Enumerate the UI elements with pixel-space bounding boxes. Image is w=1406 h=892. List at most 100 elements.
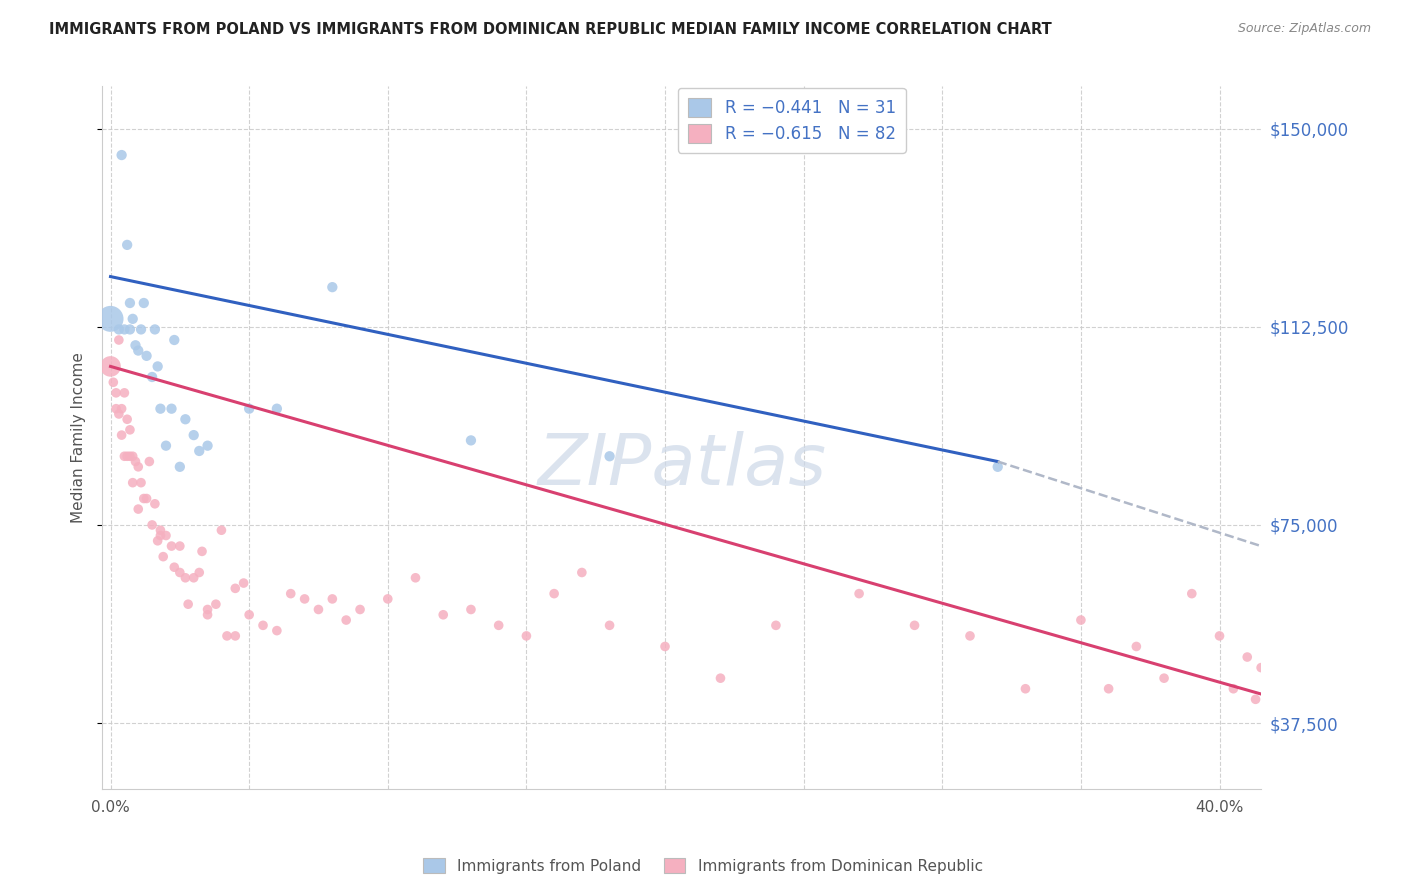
Point [143, 497, 166, 511]
Point [1125, 640, 1147, 654]
Point [108, 333, 131, 347]
Point [1181, 587, 1204, 601]
Point [111, 148, 134, 162]
Point [432, 607, 454, 622]
Point [169, 539, 191, 553]
Point [103, 376, 125, 390]
Point [1244, 692, 1267, 706]
Point [232, 576, 254, 591]
Point [152, 549, 174, 564]
Point [1208, 629, 1230, 643]
Point [112, 449, 135, 463]
Point [115, 238, 138, 252]
Point [765, 618, 787, 632]
Point [266, 401, 288, 416]
Point [1097, 681, 1119, 696]
Point [143, 322, 166, 336]
Point [149, 401, 172, 416]
Point [709, 671, 731, 685]
Point [108, 322, 131, 336]
Point [1250, 660, 1272, 674]
Point [252, 618, 274, 632]
Point [129, 475, 152, 490]
Text: ZIPatlas: ZIPatlas [537, 432, 827, 500]
Point [160, 401, 183, 416]
Point [571, 566, 593, 580]
Point [321, 280, 343, 294]
Point [205, 597, 228, 611]
Y-axis label: Median Family Income: Median Family Income [72, 352, 86, 524]
Point [111, 401, 134, 416]
Point [105, 385, 128, 400]
Point [146, 533, 169, 548]
Point [188, 444, 211, 458]
Point [163, 560, 186, 574]
Point [141, 370, 163, 384]
Point [599, 449, 621, 463]
Point [138, 454, 160, 468]
Point [118, 449, 141, 463]
Point [1070, 613, 1092, 627]
Point [121, 311, 143, 326]
Point [121, 475, 143, 490]
Point [155, 439, 177, 453]
Point [280, 587, 302, 601]
Point [294, 591, 316, 606]
Point [1153, 671, 1175, 685]
Point [1236, 650, 1258, 665]
Point [124, 454, 146, 468]
Point [149, 528, 172, 542]
Point [183, 571, 205, 585]
Point [100, 359, 122, 374]
Point [197, 439, 219, 453]
Point [115, 412, 138, 426]
Point [238, 401, 260, 416]
Point [169, 459, 191, 474]
Point [132, 491, 155, 506]
Point [349, 602, 371, 616]
Point [183, 428, 205, 442]
Point [132, 296, 155, 310]
Point [488, 618, 510, 632]
Point [224, 582, 246, 596]
Point [308, 602, 330, 616]
Point [405, 571, 427, 585]
Point [149, 523, 172, 537]
Point [460, 602, 482, 616]
Point [377, 591, 399, 606]
Text: IMMIGRANTS FROM POLAND VS IMMIGRANTS FROM DOMINICAN REPUBLIC MEDIAN FAMILY INCOM: IMMIGRANTS FROM POLAND VS IMMIGRANTS FRO… [49, 22, 1052, 37]
Text: Source: ZipAtlas.com: Source: ZipAtlas.com [1237, 22, 1371, 36]
Point [266, 624, 288, 638]
Point [155, 528, 177, 542]
Point [146, 359, 169, 374]
Legend: Immigrants from Poland, Immigrants from Dominican Republic: Immigrants from Poland, Immigrants from … [418, 852, 988, 880]
Point [127, 459, 149, 474]
Point [197, 602, 219, 616]
Point [224, 629, 246, 643]
Point [121, 449, 143, 463]
Point [209, 523, 232, 537]
Point [135, 349, 157, 363]
Point [118, 423, 141, 437]
Point [127, 502, 149, 516]
Point [163, 333, 186, 347]
Point [177, 597, 200, 611]
Point [115, 449, 138, 463]
Point [100, 311, 122, 326]
Point [1222, 681, 1244, 696]
Point [111, 428, 134, 442]
Point [174, 571, 197, 585]
Point [112, 385, 135, 400]
Point [335, 613, 357, 627]
Point [959, 629, 981, 643]
Point [160, 539, 183, 553]
Point [141, 517, 163, 532]
Point [112, 322, 135, 336]
Point [515, 629, 537, 643]
Point [118, 296, 141, 310]
Point [169, 566, 191, 580]
Point [903, 618, 925, 632]
Point [127, 343, 149, 358]
Point [460, 434, 482, 448]
Point [543, 587, 565, 601]
